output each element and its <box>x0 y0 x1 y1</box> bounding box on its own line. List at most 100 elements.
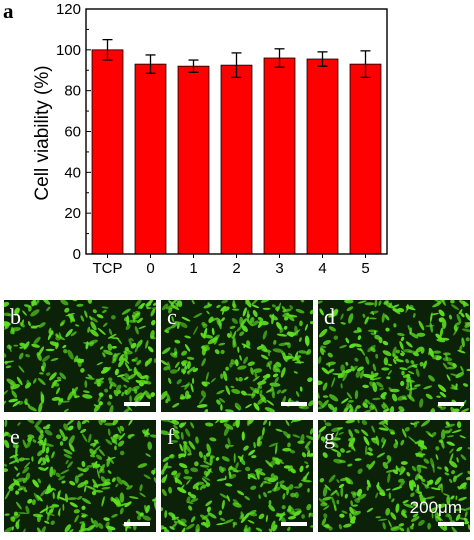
cell <box>361 429 369 437</box>
cell <box>222 309 225 315</box>
cell <box>429 479 434 484</box>
cell <box>333 335 339 340</box>
cell <box>136 339 143 348</box>
cell <box>342 371 349 382</box>
cell <box>42 300 51 305</box>
cell <box>127 368 133 372</box>
cell <box>239 454 244 462</box>
cell <box>175 302 180 307</box>
cell <box>257 435 264 441</box>
cell <box>430 408 436 412</box>
cell <box>446 495 451 506</box>
cell <box>272 524 278 532</box>
cell <box>114 445 117 451</box>
cell <box>19 342 27 348</box>
cell <box>410 360 415 365</box>
cell <box>442 357 453 362</box>
cell <box>352 504 358 507</box>
cell <box>378 518 388 521</box>
cell <box>265 514 268 523</box>
cell <box>440 483 444 494</box>
cell <box>362 313 366 318</box>
cell <box>285 420 290 427</box>
cell <box>216 399 221 405</box>
cell <box>17 487 23 491</box>
cell <box>107 456 114 464</box>
cell <box>444 423 456 428</box>
cell <box>236 325 244 332</box>
cell <box>392 346 397 357</box>
cell <box>235 462 239 470</box>
cell <box>418 443 428 450</box>
cell <box>439 391 447 398</box>
cell <box>186 366 196 374</box>
cell <box>436 395 441 398</box>
cell <box>226 332 232 338</box>
cell <box>62 436 68 442</box>
cell <box>270 473 275 479</box>
cell <box>457 349 466 354</box>
cell <box>307 452 313 457</box>
cell <box>109 404 114 412</box>
cell <box>231 388 241 394</box>
cell <box>389 388 400 393</box>
cell <box>116 476 123 485</box>
cell <box>41 355 51 362</box>
cell <box>366 463 371 469</box>
cell <box>201 381 211 385</box>
cell <box>46 514 50 522</box>
cell <box>25 353 31 358</box>
cell <box>199 514 209 521</box>
cell <box>57 496 67 501</box>
cell <box>322 435 328 443</box>
cell <box>224 409 234 412</box>
cell <box>52 492 55 500</box>
cell <box>243 356 249 364</box>
cell <box>247 473 258 480</box>
cell <box>179 521 187 527</box>
cell <box>272 373 279 378</box>
cell <box>188 440 196 450</box>
cell <box>257 397 266 405</box>
cell <box>190 516 196 523</box>
cell <box>58 332 62 339</box>
cell <box>105 438 113 446</box>
x-tick-label: 1 <box>189 260 197 277</box>
cell <box>366 479 371 488</box>
cell <box>205 500 213 507</box>
cell <box>320 345 327 349</box>
cell <box>382 350 392 356</box>
cell <box>387 472 391 483</box>
cell <box>399 527 405 532</box>
micrograph-g: g 200μm <box>318 420 470 532</box>
scale-bar <box>124 522 150 526</box>
cell <box>106 525 116 531</box>
cell <box>201 358 206 367</box>
cell <box>300 434 305 443</box>
cell <box>117 426 122 434</box>
cell <box>92 450 97 455</box>
cell <box>149 434 156 438</box>
cell <box>193 312 203 318</box>
cell <box>432 350 442 354</box>
cell <box>226 495 230 502</box>
cell <box>388 302 393 308</box>
cell <box>348 313 354 324</box>
cell <box>136 359 142 366</box>
cell <box>268 442 279 447</box>
cell <box>448 314 453 320</box>
cell <box>354 458 362 461</box>
cell <box>168 454 174 459</box>
cell <box>348 437 356 448</box>
cell <box>456 457 459 463</box>
cell <box>33 336 41 345</box>
cell <box>67 349 74 360</box>
cell <box>63 449 73 455</box>
cell <box>429 322 433 333</box>
cell <box>138 325 147 330</box>
cell <box>52 469 56 476</box>
cell <box>150 392 156 398</box>
cell <box>36 527 42 532</box>
cell <box>135 300 142 307</box>
cell <box>8 482 16 489</box>
